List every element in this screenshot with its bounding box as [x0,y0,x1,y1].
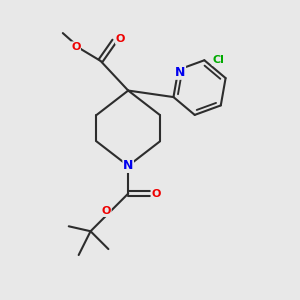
Text: O: O [151,189,160,199]
Text: Cl: Cl [212,55,224,65]
Text: O: O [71,42,80,52]
Text: N: N [175,66,185,79]
Text: O: O [102,206,111,216]
Text: O: O [116,34,125,44]
Text: N: N [123,159,134,172]
